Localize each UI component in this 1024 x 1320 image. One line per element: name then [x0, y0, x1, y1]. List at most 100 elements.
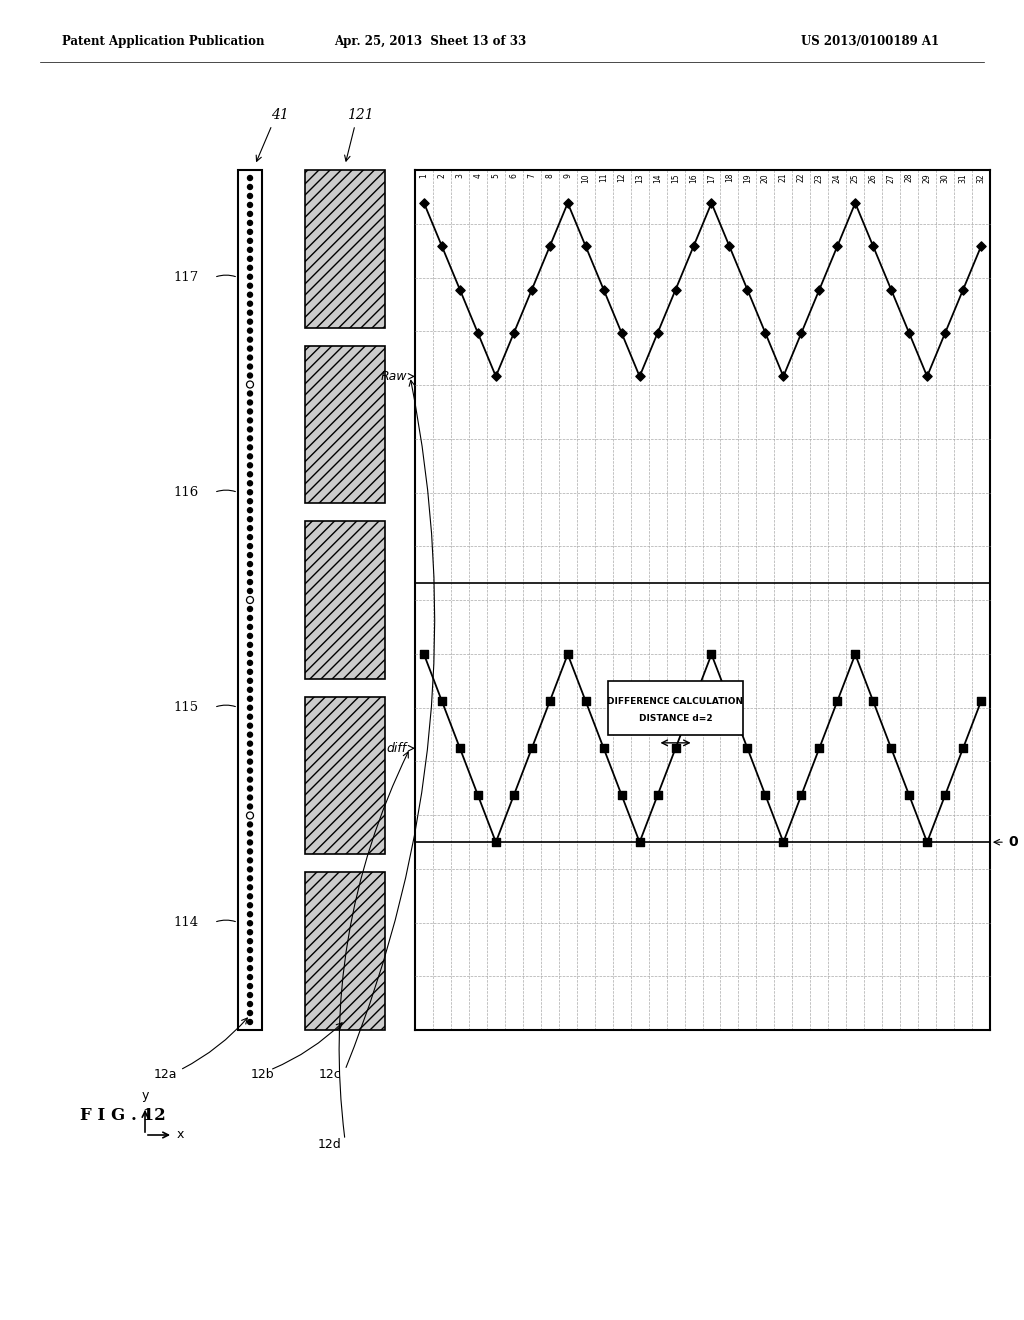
Text: 25: 25	[851, 173, 860, 182]
Circle shape	[248, 966, 253, 970]
Text: 41: 41	[271, 108, 289, 121]
Circle shape	[248, 688, 253, 692]
Point	[721, 690, 737, 711]
Text: 19: 19	[743, 173, 752, 182]
Text: 115: 115	[173, 701, 199, 714]
Point	[847, 644, 863, 665]
Text: 8: 8	[545, 173, 554, 178]
Circle shape	[248, 678, 253, 684]
Circle shape	[248, 561, 253, 566]
Point	[954, 738, 971, 759]
Point	[559, 644, 575, 665]
Circle shape	[248, 202, 253, 207]
Circle shape	[248, 292, 253, 297]
Circle shape	[248, 1011, 253, 1015]
Text: DIFFERENCE CALCULATION: DIFFERENCE CALCULATION	[607, 697, 743, 706]
Point	[937, 784, 953, 805]
Circle shape	[248, 275, 253, 280]
Point	[452, 279, 468, 300]
Text: Patent Application Publication: Patent Application Publication	[62, 36, 264, 49]
Point	[865, 690, 882, 711]
Text: 16: 16	[689, 173, 698, 182]
Point	[668, 279, 684, 300]
Circle shape	[248, 957, 253, 962]
Circle shape	[248, 696, 253, 701]
Text: 28: 28	[904, 173, 913, 182]
Point	[811, 738, 827, 759]
Text: 1: 1	[420, 173, 428, 178]
Text: 114: 114	[173, 916, 199, 929]
Point	[452, 738, 468, 759]
Point	[865, 236, 882, 257]
Circle shape	[248, 714, 253, 719]
Text: y: y	[141, 1089, 148, 1102]
Circle shape	[248, 463, 253, 467]
Text: DISTANCE d=2: DISTANCE d=2	[639, 714, 713, 723]
Text: 31: 31	[958, 173, 968, 182]
Circle shape	[248, 785, 253, 791]
Text: 13: 13	[635, 173, 644, 182]
Text: 12a: 12a	[154, 1068, 177, 1081]
Circle shape	[248, 230, 253, 235]
Point	[883, 279, 899, 300]
Circle shape	[248, 669, 253, 675]
Circle shape	[248, 480, 253, 486]
Point	[578, 236, 594, 257]
Text: 12b: 12b	[250, 1068, 273, 1081]
Bar	[305, 346, 385, 503]
Point	[668, 738, 684, 759]
Text: 7: 7	[527, 173, 537, 178]
Point	[739, 279, 756, 300]
Circle shape	[248, 822, 253, 826]
Circle shape	[248, 768, 253, 774]
Circle shape	[248, 651, 253, 656]
Text: 14: 14	[653, 173, 663, 182]
Point	[847, 193, 863, 214]
Circle shape	[248, 391, 253, 396]
Text: 26: 26	[868, 173, 878, 182]
Circle shape	[248, 544, 253, 549]
Circle shape	[248, 983, 253, 989]
Point	[685, 236, 701, 257]
Circle shape	[248, 247, 253, 252]
Bar	[305, 873, 385, 1030]
Text: 121: 121	[347, 108, 374, 121]
Point	[506, 784, 522, 805]
Bar	[608, 681, 743, 735]
Text: 116: 116	[173, 486, 199, 499]
Circle shape	[248, 239, 253, 243]
Text: 12: 12	[617, 173, 626, 182]
Circle shape	[248, 516, 253, 521]
Circle shape	[248, 284, 253, 288]
Circle shape	[248, 194, 253, 198]
Point	[523, 738, 540, 759]
Point	[829, 236, 846, 257]
Text: 24: 24	[833, 173, 842, 182]
Point	[596, 279, 612, 300]
Bar	[305, 697, 385, 854]
Point	[883, 738, 899, 759]
Point	[649, 784, 666, 805]
Circle shape	[248, 741, 253, 746]
Point	[685, 690, 701, 711]
Text: 9: 9	[563, 173, 572, 178]
Circle shape	[248, 750, 253, 755]
Text: F I G . 12: F I G . 12	[80, 1106, 166, 1123]
Circle shape	[248, 337, 253, 342]
Text: 30: 30	[941, 173, 949, 182]
Point	[434, 236, 451, 257]
Circle shape	[248, 1002, 253, 1007]
Circle shape	[248, 409, 253, 414]
Circle shape	[248, 921, 253, 925]
Circle shape	[248, 329, 253, 333]
Text: 29: 29	[923, 173, 932, 182]
Circle shape	[248, 876, 253, 880]
Text: 22: 22	[797, 173, 806, 182]
Circle shape	[248, 723, 253, 729]
Circle shape	[248, 400, 253, 405]
Point	[973, 690, 989, 711]
Text: 4: 4	[473, 173, 482, 178]
Circle shape	[248, 1019, 253, 1024]
Point	[757, 322, 773, 343]
Text: 5: 5	[492, 173, 501, 178]
